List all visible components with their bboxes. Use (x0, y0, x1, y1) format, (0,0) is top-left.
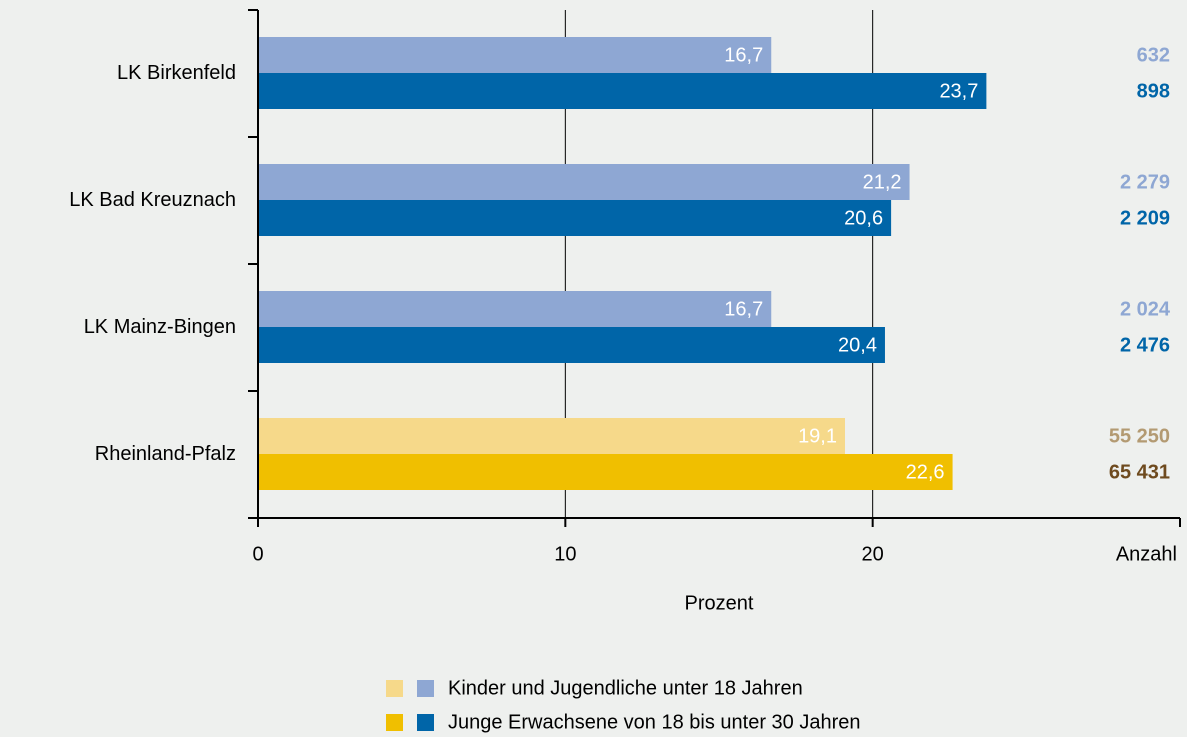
count-label: 2 476 (1120, 334, 1170, 356)
y-tick-label: LK Mainz-Bingen (84, 316, 236, 338)
bar (258, 454, 953, 490)
value-label: 23,7 (939, 80, 978, 102)
count-label: 898 (1137, 80, 1170, 102)
bar (258, 418, 846, 454)
value-label: 21,2 (863, 171, 902, 193)
value-label: 16,7 (724, 298, 763, 320)
bar (258, 37, 772, 73)
bar (258, 73, 987, 109)
value-label: 22,6 (906, 461, 945, 483)
value-label: 16,7 (724, 44, 763, 66)
legend-label: Kinder und Jugendliche unter 18 Jahren (448, 677, 803, 699)
value-label: 20,4 (838, 334, 877, 356)
count-label: 632 (1137, 44, 1170, 66)
bar (258, 327, 885, 363)
bar (258, 291, 772, 327)
count-axis-label: Anzahl (1116, 543, 1177, 565)
count-label: 2 209 (1120, 207, 1170, 229)
legend-swatch (417, 680, 434, 697)
x-tick-label: 0 (252, 543, 263, 565)
y-tick-label: Rheinland-Pfalz (95, 443, 236, 465)
x-tick-label: 20 (862, 543, 884, 565)
legend-swatch (417, 714, 434, 731)
x-axis-label: Prozent (685, 592, 754, 614)
count-label: 2 024 (1120, 298, 1171, 320)
y-tick-label: LK Birkenfeld (117, 62, 236, 84)
legend-label: Junge Erwachsene von 18 bis unter 30 Jah… (448, 711, 861, 733)
legend-swatch (386, 714, 403, 731)
bar (258, 164, 910, 200)
legend-swatch (386, 680, 403, 697)
value-label: 19,1 (798, 425, 837, 447)
bar (258, 200, 892, 236)
count-label: 2 279 (1120, 171, 1170, 193)
value-label: 20,6 (844, 207, 883, 229)
count-label: 55 250 (1109, 425, 1170, 447)
x-tick-label: 10 (554, 543, 576, 565)
count-label: 65 431 (1109, 461, 1170, 483)
y-tick-label: LK Bad Kreuznach (69, 189, 236, 211)
